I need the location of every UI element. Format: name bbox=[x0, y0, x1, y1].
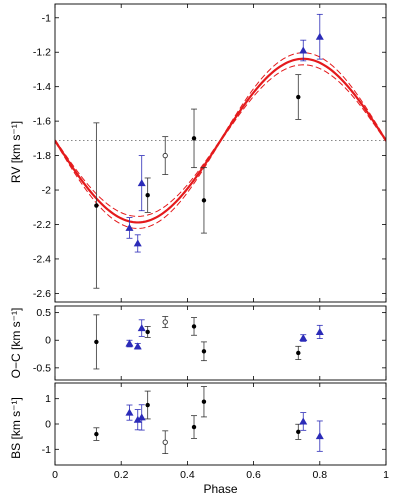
bs-ytick-label: -1 bbox=[42, 444, 51, 456]
rv-model-upper-bound bbox=[55, 52, 386, 217]
rv-model-lower-bound bbox=[55, 64, 386, 229]
bs-panel: -1 0 1 0 0.2 0.4 0.6 0.8 1 bbox=[42, 382, 389, 481]
oc-point bbox=[94, 339, 99, 345]
oc-ytick-label: 0.5 bbox=[36, 307, 51, 319]
bs-axes-frame bbox=[54, 382, 387, 466]
rv-ytick-label: -2.6 bbox=[33, 288, 51, 300]
x-tick-label: 0.2 bbox=[114, 469, 129, 481]
rv-triangle-point bbox=[299, 46, 308, 54]
bs-triangle-point bbox=[299, 417, 308, 425]
oc-data bbox=[93, 314, 324, 370]
rv-ytick-label: -2.4 bbox=[33, 253, 51, 265]
rv-point bbox=[145, 193, 150, 198]
bs-ytick-label: 1 bbox=[45, 393, 51, 405]
x-tick-label: 0.8 bbox=[312, 469, 327, 481]
oc-triangle-point bbox=[137, 324, 146, 332]
rv-ylabel: RV [km s⁻¹] bbox=[9, 121, 23, 183]
oc-triangle-point bbox=[315, 327, 324, 335]
oc-open-point bbox=[162, 319, 168, 325]
rv-data bbox=[55, 13, 386, 289]
oc-panel: -0.5 0 0.5 bbox=[33, 305, 387, 381]
x-tick-label: 0.4 bbox=[180, 469, 195, 481]
bs-ylabel: BS [km s⁻¹] bbox=[9, 397, 23, 459]
x-tick-label: 0 bbox=[52, 469, 58, 481]
oc-ytick-label: -0.5 bbox=[33, 362, 51, 374]
oc-point bbox=[191, 324, 197, 329]
rv-point bbox=[201, 198, 207, 203]
bs-point bbox=[296, 429, 301, 435]
rv-model-curve bbox=[55, 57, 386, 224]
oc-ytick-label: 0 bbox=[45, 335, 51, 347]
oc-point bbox=[296, 350, 301, 356]
bs-ytick-label: 0 bbox=[45, 419, 51, 431]
rv-point bbox=[296, 94, 301, 100]
rv-point bbox=[191, 136, 197, 141]
rv-triangle-point bbox=[125, 223, 134, 231]
rv-ytick-label: -1.8 bbox=[33, 150, 51, 162]
bs-point bbox=[145, 402, 150, 408]
oc-point bbox=[145, 329, 150, 335]
oc-point bbox=[201, 349, 207, 354]
x-axis-label: Phase bbox=[203, 482, 237, 496]
bs-triangle-point bbox=[125, 408, 134, 416]
oc-ylabel: O−C [km s⁻¹] bbox=[9, 308, 23, 379]
bs-point bbox=[191, 424, 197, 430]
oc-triangle-point bbox=[125, 339, 134, 347]
bs-open-point bbox=[162, 439, 168, 445]
oc-triangle-point bbox=[133, 342, 142, 350]
bs-point bbox=[201, 399, 207, 404]
rv-ytick-label: -1.2 bbox=[33, 47, 51, 59]
bs-triangle-point bbox=[133, 415, 142, 423]
rv-ytick-label: -1 bbox=[42, 12, 51, 24]
bs-data bbox=[93, 386, 324, 455]
bs-triangle-point bbox=[315, 432, 324, 440]
rv-ytick-label: -2 bbox=[42, 185, 51, 197]
x-tick-label: 0.6 bbox=[246, 469, 261, 481]
bs-point bbox=[94, 431, 99, 437]
rv-ytick-label: -1.4 bbox=[33, 81, 51, 93]
oc-triangle-point bbox=[299, 334, 308, 342]
oc-axes-frame bbox=[54, 305, 387, 381]
rv-triangle-point bbox=[315, 32, 324, 40]
rv-panel: -2.6 -2.4 -2.2 -2 -1.8 -1.6 -1.4 -1.2 -1 bbox=[33, 3, 387, 303]
rv-point bbox=[94, 203, 99, 208]
x-tick-label: 1 bbox=[383, 469, 389, 481]
rv-triangle-point bbox=[133, 239, 142, 247]
rv-open-point bbox=[162, 152, 168, 159]
rv-axes-frame bbox=[54, 3, 387, 303]
rv-ytick-label: -2.2 bbox=[33, 219, 51, 231]
rv-triangle-point bbox=[137, 179, 146, 187]
rv-ytick-label: -1.6 bbox=[33, 116, 51, 128]
bs-triangle-point bbox=[137, 413, 146, 421]
